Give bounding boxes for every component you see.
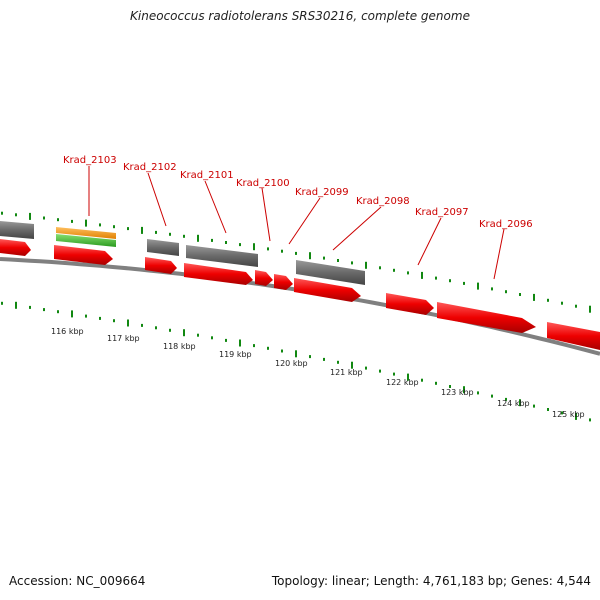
gene-label-krad-2096: Krad_2096 [479,219,533,230]
gene-feature[interactable] [437,302,536,333]
gene-feature[interactable] [145,257,177,274]
gene-feature[interactable] [547,322,600,350]
accession-text: Accession: NC_009664 [9,574,146,588]
scale-label: 124 kbp [497,399,530,408]
gene-feature[interactable] [0,221,34,239]
rrna-feature[interactable] [56,234,116,247]
gene-feature[interactable] [294,278,361,302]
gene-feature[interactable] [186,245,258,267]
scale-label: 121 kbp [330,368,363,377]
gene-feature[interactable] [54,245,113,265]
gene-feature[interactable] [386,293,434,315]
map-title: Kineococcus radiotolerans SRS30216, comp… [130,9,470,23]
gene-feature[interactable] [147,239,179,256]
gene-label-krad-2100: Krad_2100 [236,178,290,189]
genome-summary-text: Topology: linear; Length: 4,761,183 bp; … [271,574,591,588]
upper-tick-ring [1,211,591,313]
scale-label: 125 kbp [552,410,585,419]
rrna-feature[interactable] [56,227,116,239]
gene-feature[interactable] [274,274,293,290]
lower-tick-ring [1,301,591,422]
gene-label-krad-2097: Krad_2097 [415,207,469,218]
scale-label: 119 kbp [219,350,252,359]
scale-label: 122 kbp [386,378,419,387]
gene-feature[interactable] [0,239,31,256]
gene-label-krad-2101: Krad_2101 [180,170,234,181]
gene-feature[interactable] [255,270,273,286]
scale-label: 120 kbp [275,359,308,368]
scale-label: 117 kbp [107,334,140,343]
scale-label: 116 kbp [51,327,84,336]
gene-label-krad-2103: Krad_2103 [63,155,117,166]
gene-feature[interactable] [184,263,253,285]
gene-features [0,221,600,350]
label-leader-lines [88,166,505,280]
scale-label: 118 kbp [163,342,196,351]
gene-label-krad-2099: Krad_2099 [295,187,349,198]
gene-feature[interactable] [296,260,365,285]
scale-label: 123 kbp [441,388,474,397]
gene-label-krad-2098: Krad_2098 [356,196,410,207]
gene-label-krad-2102: Krad_2102 [123,162,177,173]
